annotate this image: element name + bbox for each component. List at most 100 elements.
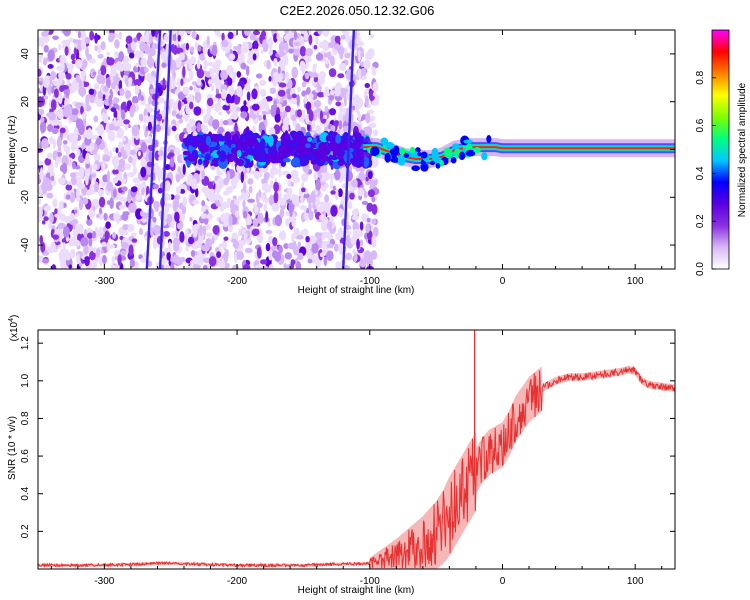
heatmap-noise-cell	[357, 50, 362, 63]
heatmap-noise-cell	[120, 250, 127, 256]
heatmap-noise-cell	[183, 115, 189, 120]
heatmap-noise-cell	[63, 39, 71, 46]
heatmap-noise-cell	[141, 218, 147, 223]
heatmap-noise-cell	[98, 188, 104, 197]
heatmap-noise-cell	[330, 55, 335, 67]
heatmap-noise-cell	[210, 68, 215, 78]
heatmap-noise-cell	[334, 43, 341, 51]
heatmap-noise-cell	[128, 202, 136, 213]
heatmap-noise-cell	[257, 212, 264, 225]
heatmap-noise-cell	[129, 258, 136, 268]
heatmap-noise-cell	[167, 152, 175, 158]
heatmap-noise-cell	[244, 232, 248, 239]
heatmap-noise-cell	[176, 222, 183, 230]
heatmap-noise-cell	[220, 213, 227, 223]
heatmap-band-cell	[217, 135, 228, 142]
heatmap-noise-cell	[100, 41, 106, 50]
heatmap-noise-cell	[223, 177, 229, 186]
heatmap-noise-cell	[310, 235, 317, 244]
heatmap-noise-cell	[90, 261, 96, 269]
colorbar-tick-label: 0.0	[695, 262, 706, 276]
heatmap-noise-cell	[49, 136, 54, 144]
heatmap-noise-cell	[305, 48, 313, 57]
heatmap-noise-cell	[113, 76, 121, 82]
heatmap-noise-cell	[59, 202, 64, 209]
heatmap-noise-cell	[265, 210, 269, 223]
snr-noise-band	[38, 365, 675, 569]
heatmap-noise-cell	[52, 179, 56, 187]
heatmap-noise-cell	[62, 106, 71, 118]
heatmap-noise-cell	[58, 177, 66, 185]
heatmap-noise-cell	[138, 113, 144, 122]
heatmap-noise-cell	[52, 137, 56, 150]
heatmap-noise-cell	[178, 30, 186, 36]
x-tick-label: -300	[94, 276, 114, 287]
y-tick-label: 0	[20, 146, 31, 152]
heatmap-noise-cell	[133, 78, 142, 87]
heatmap-noise-cell	[313, 99, 322, 108]
heatmap-noise-cell	[80, 74, 85, 82]
heatmap-band-cell	[350, 157, 357, 163]
heatmap-noise-cell	[341, 194, 346, 204]
colorbar-ticks: 0.0 0.2 0.4 0.6 0.8	[695, 70, 716, 276]
heatmap-noise-cell	[174, 134, 179, 140]
heatmap-noise-cell	[89, 250, 96, 261]
heatmap-noise-cell	[206, 106, 211, 118]
heatmap-noise-cell	[156, 113, 163, 122]
heatmap-noise-cell	[351, 208, 359, 217]
heatmap-noise-cell	[85, 163, 90, 169]
heatmap-noise-cell	[38, 215, 42, 223]
heatmap-noise-cell	[75, 118, 84, 130]
heatmap-noise-cell	[190, 46, 195, 53]
heatmap-noise-cell	[185, 30, 191, 34]
heatmap-noise-cell	[370, 250, 378, 260]
heatmap-noise-cell	[163, 264, 170, 269]
heatmap-noise-cell	[120, 109, 126, 120]
heatmap-noise-cell	[43, 44, 49, 53]
heatmap-noise-cell	[273, 58, 278, 67]
tone-track-blob	[393, 145, 400, 154]
heatmap-noise-cell	[327, 173, 336, 180]
heatmap-noise-cell	[324, 105, 329, 113]
heatmap-noise-cell	[141, 187, 146, 195]
heatmap-noise-cell	[190, 259, 198, 265]
heatmap-noise-cell	[122, 150, 127, 156]
heatmap-noise-cell	[258, 189, 262, 198]
tone-track-blob	[420, 163, 429, 172]
heatmap-noise-cell	[131, 124, 140, 137]
heatmap-noise-cell	[330, 125, 336, 132]
heatmap-noise-cell	[90, 173, 97, 178]
heatmap-noise-cell	[319, 164, 328, 173]
heatmap-noise-cell	[321, 172, 327, 180]
heatmap-noise-cell	[92, 163, 98, 171]
heatmap-noise-cell	[179, 231, 185, 243]
tone-track-blob	[380, 137, 389, 146]
heatmap-noise-cell	[343, 32, 350, 42]
heatmap-noise-cell	[81, 142, 86, 150]
heatmap-noise-cell	[63, 30, 71, 37]
heatmap-band-cell	[257, 142, 264, 154]
heatmap-noise-cell	[260, 97, 268, 109]
heatmap-noise-cell	[310, 72, 319, 78]
heatmap-noise-cell	[242, 199, 246, 209]
y-tick-label: -20	[20, 190, 31, 205]
heatmap-noise-cell	[134, 260, 139, 269]
heatmap-noise-cell	[359, 239, 364, 247]
heatmap-noise-cell	[357, 180, 363, 186]
heatmap-noise-cell	[261, 182, 270, 192]
heatmap-noise-cell	[308, 202, 312, 212]
heatmap-noise-cell	[86, 218, 93, 226]
heatmap-noise-cell	[339, 104, 344, 114]
heatmap-noise-cell	[67, 180, 72, 186]
heatmap-noise-cell	[207, 192, 216, 202]
heatmap-noise-cell	[194, 187, 199, 198]
heatmap-noise-cell	[130, 103, 136, 114]
heatmap-noise-cell	[137, 182, 141, 191]
snr-multiplier-close: )	[9, 315, 20, 318]
heatmap-noise-cell	[47, 64, 54, 69]
heatmap-noise-cell	[337, 188, 343, 198]
heatmap-noise-cell	[202, 45, 207, 55]
heatmap-noise-cell	[245, 66, 250, 77]
heatmap-streak	[342, 30, 356, 269]
heatmap-noise-cell	[212, 225, 220, 235]
